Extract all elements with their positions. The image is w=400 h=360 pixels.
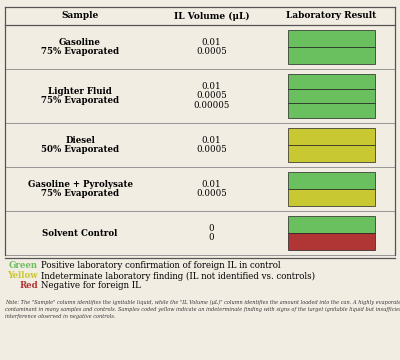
Text: Red: Red [19,282,38,291]
Text: Sample: Sample [61,12,99,21]
Text: 75% Evaporated: 75% Evaporated [41,96,119,105]
Text: Positive laboratory confirmation of foreign IL in control: Positive laboratory confirmation of fore… [41,261,281,270]
Text: IL Volume (μL): IL Volume (μL) [174,12,249,21]
Text: 0.01: 0.01 [202,82,221,91]
Text: Gasoline + Pyrolysate: Gasoline + Pyrolysate [28,180,132,189]
Text: Diesel: Diesel [65,136,95,145]
Text: 0.0005: 0.0005 [196,91,227,100]
Text: 75% Evaporated: 75% Evaporated [41,189,119,198]
Text: 0.0005: 0.0005 [196,145,227,154]
Text: 75% Evaporated: 75% Evaporated [41,47,119,56]
Bar [288,103,375,118]
Text: 0.00005: 0.00005 [193,101,230,110]
Text: Green: Green [9,261,38,270]
Text: 0: 0 [209,224,214,233]
Text: 0.01: 0.01 [202,180,221,189]
Bar [288,145,375,162]
Text: Solvent Control: Solvent Control [42,229,118,238]
Bar [288,128,375,145]
Text: Indeterminate laboratory finding (IL not identified vs. controls): Indeterminate laboratory finding (IL not… [41,271,315,280]
Text: interference observed in negative controls.: interference observed in negative contro… [5,314,116,319]
Text: Negative for foreign IL: Negative for foreign IL [41,282,141,291]
Bar [288,30,375,47]
Text: Gasoline: Gasoline [59,38,101,47]
Bar [288,216,375,233]
Text: Yellow: Yellow [7,271,38,280]
Bar [288,172,375,189]
Bar [288,233,375,250]
Text: contaminant in many samples and controls. Samples coded yellow indicate an indet: contaminant in many samples and controls… [5,307,400,312]
Text: Lighter Fluid: Lighter Fluid [48,87,112,96]
Text: 0.0005: 0.0005 [196,189,227,198]
Text: Note: The "Sample" column identifies the ignitable liquid, while the "IL Volume : Note: The "Sample" column identifies the… [5,300,400,305]
Text: Laboratory Result: Laboratory Result [286,12,377,21]
Text: 0.01: 0.01 [202,136,221,145]
Text: 0.01: 0.01 [202,38,221,47]
Bar [288,74,375,89]
Text: 0: 0 [209,233,214,242]
Text: 50% Evaporated: 50% Evaporated [41,145,119,154]
Bar [288,47,375,64]
Bar [288,89,375,103]
Bar [288,189,375,206]
Text: 0.0005: 0.0005 [196,47,227,56]
